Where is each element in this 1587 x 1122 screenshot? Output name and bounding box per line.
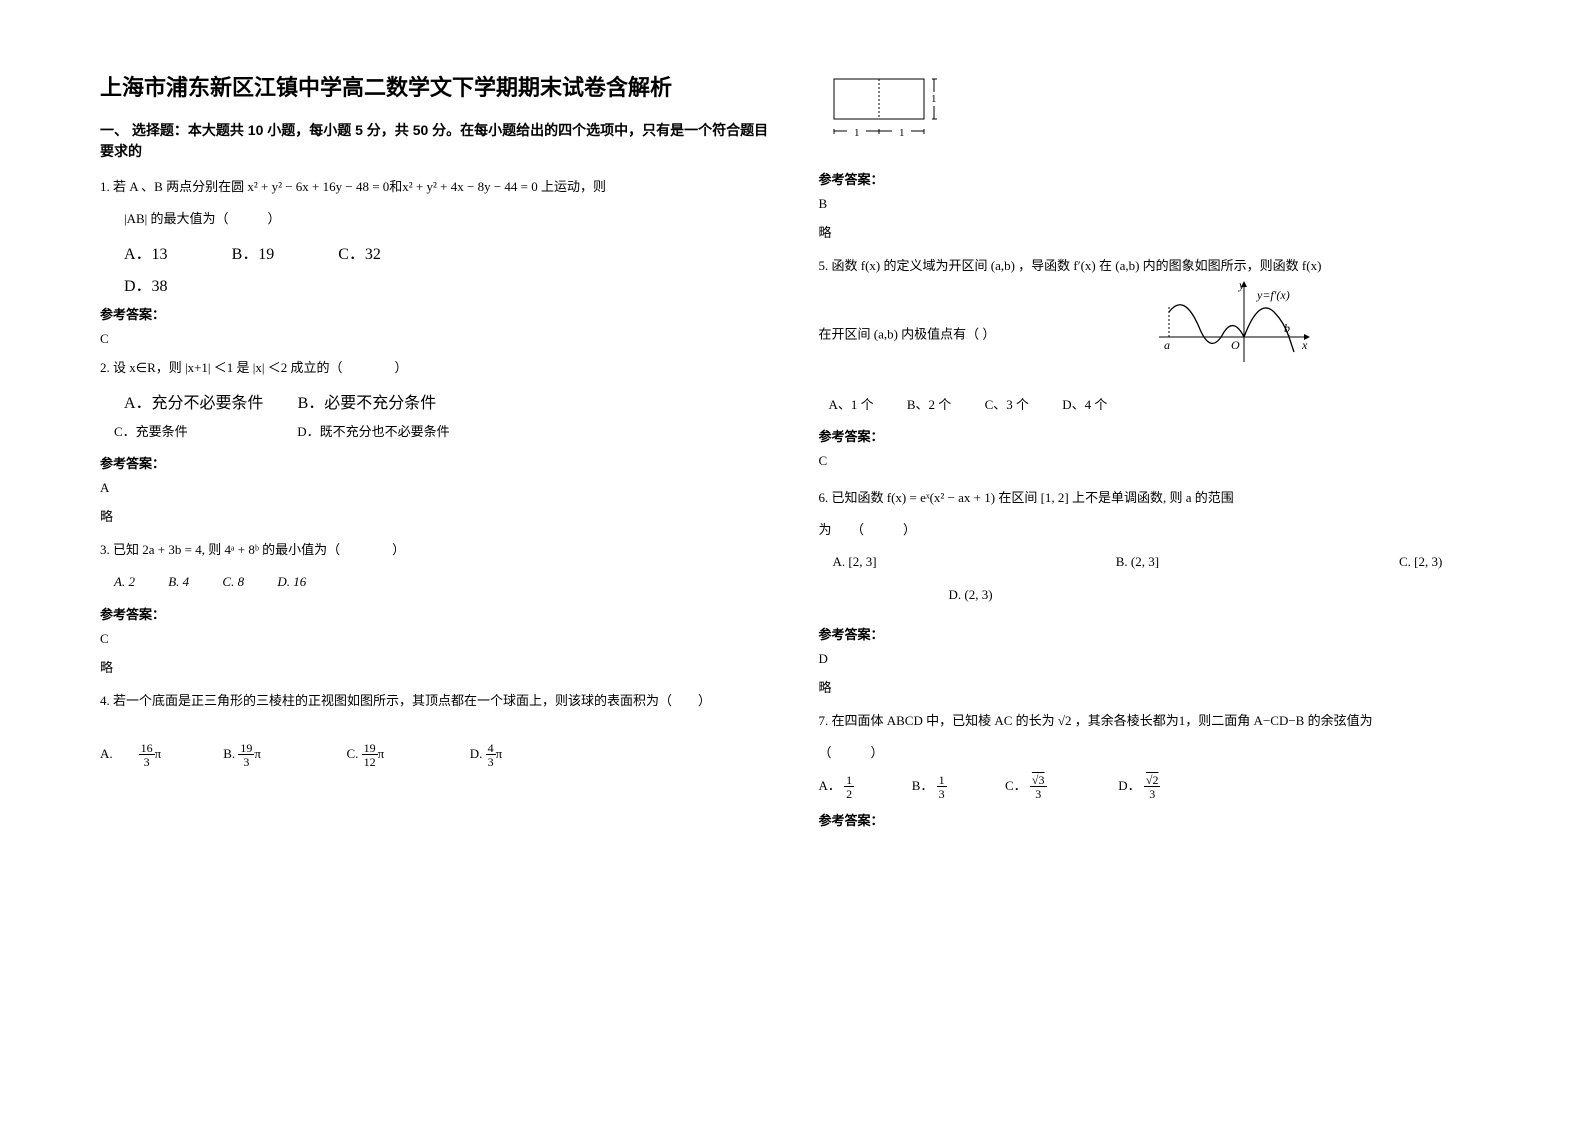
question-6b: 为 （ ） xyxy=(819,519,1498,541)
q2-opt-a: A．充分不必要条件 xyxy=(124,389,264,413)
q4-answer: B xyxy=(819,196,1498,212)
q2-opt-c: C．充要条件 xyxy=(114,421,294,443)
q5-opt-b: B、2 个 xyxy=(907,397,951,412)
prism-front-view: 1 1 1 xyxy=(829,74,1498,149)
q3-stem-a: 3. 已知 xyxy=(100,542,139,557)
question-5a: 5. 函数 f(x) 的定义域为开区间 (a,b) ，导函数 f′(x) 在 (… xyxy=(819,255,1498,277)
q6-options-row1: A. [2, 3] B. (2, 3] C. [2, 3) xyxy=(819,551,1498,573)
q1-sub: |AB| 的最大值为（ ） xyxy=(124,208,779,230)
svg-text:1: 1 xyxy=(899,127,905,139)
q3-options: A. 2 B. 4 C. 8 D. 16 xyxy=(114,571,779,593)
q2-answer: A xyxy=(100,480,779,496)
q2-skip: 略 xyxy=(100,506,779,525)
svg-text:y: y xyxy=(1238,278,1245,292)
q6-skip: 略 xyxy=(819,677,1498,696)
q7-opt-b: B． 13 xyxy=(912,774,1002,800)
q4-options: A. 163π B. 193π C. 1912π D. 43π xyxy=(100,742,779,768)
svg-text:1: 1 xyxy=(854,127,860,139)
svg-text:x: x xyxy=(1301,338,1308,352)
q6-answer: D xyxy=(819,651,1498,667)
q7-opt-c: C． √33 xyxy=(1005,774,1115,800)
question-7a: 7. 在四面体 ABCD 中，已知棱 AC 的长为 √2 ，其余各棱长都为1，则… xyxy=(819,710,1498,732)
svg-text:1: 1 xyxy=(931,93,937,105)
prism-svg: 1 1 1 xyxy=(829,74,949,144)
q3-opt-d: D. 16 xyxy=(277,574,306,589)
derivative-graph: y y=f′(x) a b O x xyxy=(1149,277,1319,374)
q1-formula: x² + y² − 6x + 16y − 48 = 0和x² + y² + 4x… xyxy=(247,179,537,194)
q2-ref-label: 参考答案： xyxy=(100,453,779,472)
page-title: 上海市浦东新区江镇中学高二数学文下学期期末试卷含解析 xyxy=(100,70,779,102)
right-column: 1 1 1 参考答案： B 略 5. 函数 f(x) 的定义域为开区间 (a,b… xyxy=(799,70,1498,1102)
svg-text:b: b xyxy=(1284,321,1290,335)
q3-opt-a: A. 2 xyxy=(114,574,135,589)
q1-ref-label: 参考答案： xyxy=(100,304,779,323)
question-3: 3. 已知 2a + 3b = 4, 则 4ᵃ + 8ᵇ 的最小值为（ ） xyxy=(100,539,779,561)
q7-options: A． 12 B． 13 C． √33 D． √23 xyxy=(819,774,1498,800)
q6-opt-c: C. [2, 3) xyxy=(1399,554,1442,569)
question-5b: 在开区间 (a,b) 内极值点有（ ） y y=f′(x) a b O x xyxy=(819,287,1498,384)
q5-opt-c: C、3 个 xyxy=(985,397,1029,412)
q6-options-row2: D. (2, 3) xyxy=(949,584,1498,606)
q7-opt-a: A． 12 xyxy=(819,774,909,800)
q4-opt-c: C. 1912π xyxy=(347,742,467,768)
q2-options-row1: A．充分不必要条件 B．必要不充分条件 xyxy=(124,389,779,413)
q4-d-label: D. xyxy=(470,746,483,761)
q3-skip: 略 xyxy=(100,657,779,676)
question-4: 4. 若一个底面是正三角形的三棱柱的正视图如图所示，其顶点都在一个球面上，则该球… xyxy=(100,690,779,712)
q1-opt-d: D．38 xyxy=(124,272,168,296)
q4-skip: 略 xyxy=(819,222,1498,241)
q7-ref-label: 参考答案： xyxy=(819,810,1498,829)
svg-text:y=f′(x): y=f′(x) xyxy=(1256,288,1290,302)
q3-formula: 2a + 3b = 4, xyxy=(142,542,208,557)
q4-c-label: C. xyxy=(347,746,359,761)
q4-opt-d: D. 43π xyxy=(470,742,590,768)
q1-opt-c: C．32 xyxy=(338,240,381,264)
q4-b-label: B. xyxy=(223,746,235,761)
q5-opt-a: A、1 个 xyxy=(829,397,874,412)
q1-options: A．13 B．19 C．32 xyxy=(124,240,779,264)
question-2: 2. 设 x∈R，则 |x+1| ＜1 是 |x| ＜2 成立的（ ） xyxy=(100,357,779,379)
q1-opt-b: B．19 xyxy=(232,240,275,264)
q5-options: A、1 个 B、2 个 C、3 个 D、4 个 xyxy=(829,394,1498,416)
q5-stem-b: 在开区间 (a,b) 内极值点有（ ） xyxy=(819,327,996,342)
q1-options-2: D．38 xyxy=(124,272,779,296)
section-1-heading: 一、 选择题：本大题共 10 小题，每小题 5 分，共 50 分。在每小题给出的… xyxy=(100,120,779,162)
svg-text:a: a xyxy=(1164,338,1170,352)
question-1: 1. 若 A 、B 两点分别在圆 x² + y² − 6x + 16y − 48… xyxy=(100,176,779,198)
svg-text:O: O xyxy=(1231,338,1240,352)
q7-opt-d: D． √23 xyxy=(1118,774,1208,800)
q3-ref-label: 参考答案： xyxy=(100,604,779,623)
question-7b: （ ） xyxy=(819,742,1498,764)
q4-a-label: A. xyxy=(100,746,113,761)
q4-ref-label: 参考答案： xyxy=(819,169,1498,188)
q6-opt-d: D. (2, 3) xyxy=(949,587,993,602)
question-6a: 6. 已知函数 f(x) = eˣ(x² − ax + 1) 在区间 [1, 2… xyxy=(819,487,1498,509)
q3-stem-b: 则 4ᵃ + 8ᵇ 的最小值为（ ） xyxy=(208,542,405,557)
q6-opt-a: A. [2, 3] xyxy=(833,551,1113,573)
q1-stem-a: 1. 若 A 、B 两点分别在圆 xyxy=(100,179,244,194)
q5-opt-d: D、4 个 xyxy=(1062,397,1107,412)
q6-ref-label: 参考答案： xyxy=(819,624,1498,643)
q2-opt-d: D．既不充分也不必要条件 xyxy=(297,424,449,439)
left-column: 上海市浦东新区江镇中学高二数学文下学期期末试卷含解析 一、 选择题：本大题共 1… xyxy=(100,70,799,1102)
q1-opt-a: A．13 xyxy=(124,240,168,264)
q1-stem-b: 上运动，则 xyxy=(541,179,606,194)
q5-ref-label: 参考答案： xyxy=(819,426,1498,445)
q1-answer: C xyxy=(100,331,779,347)
q3-opt-b: B. 4 xyxy=(168,574,189,589)
q2-options-row2: C．充要条件 D．既不充分也不必要条件 xyxy=(114,421,779,443)
q3-answer: C xyxy=(100,631,779,647)
q4-opt-a: A. 163π xyxy=(100,742,220,768)
q3-opt-c: C. 8 xyxy=(222,574,244,589)
q2-opt-b: B．必要不充分条件 xyxy=(298,389,437,413)
q4-opt-b: B. 193π xyxy=(223,742,343,768)
q6-opt-b: B. (2, 3] xyxy=(1116,551,1396,573)
q5-answer: C xyxy=(819,453,1498,469)
